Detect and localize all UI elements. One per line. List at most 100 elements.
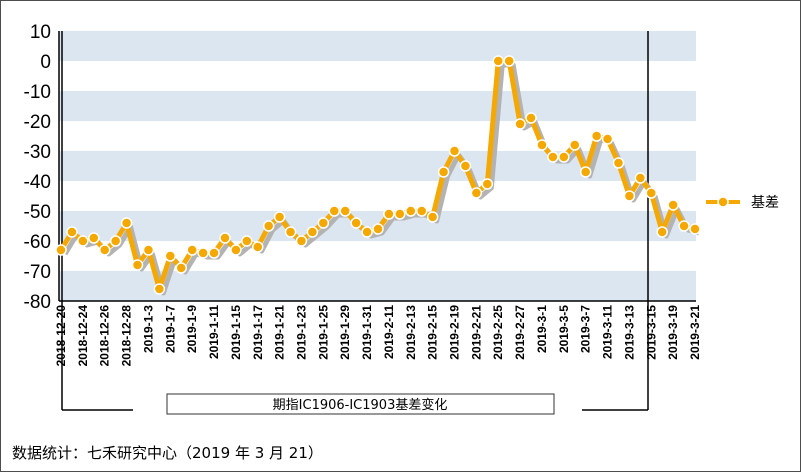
data-point [77, 235, 89, 247]
data-point [634, 172, 647, 184]
legend: 基差 [706, 194, 779, 211]
data-point [525, 112, 537, 124]
data-point [459, 160, 472, 172]
legend-marker [717, 196, 729, 208]
data-point [98, 244, 111, 256]
data-point [383, 208, 395, 220]
data-point [142, 244, 155, 256]
x-tick-label: 2019-3-13 [622, 305, 636, 360]
x-tick-label: 2018-12-28 [120, 305, 134, 367]
data-point [503, 55, 515, 67]
plot-band [59, 31, 696, 61]
x-tick-label: 2018-12-20 [54, 305, 68, 367]
data-point [437, 166, 450, 178]
data-point [230, 244, 242, 256]
x-axis-labels: 2018-12-20 2018-12-24 2018-12-26 2018-12-28… [54, 305, 702, 367]
data-point [208, 247, 220, 259]
legend-label: 基差 [751, 194, 779, 211]
source-note: 数据统计：七禾研究中心（2019 年 3 月 21） [12, 444, 323, 462]
data-point [569, 139, 581, 151]
axes [58, 31, 696, 411]
x-tick-label: 2019-1-3 [141, 305, 155, 353]
data-point [317, 217, 330, 229]
x-tick-label: 2019-2-15 [426, 305, 440, 360]
data-point [394, 208, 406, 220]
x-tick-label: 2019-1-31 [360, 305, 374, 360]
data-point [536, 139, 548, 151]
y-tick-label: -50 [24, 202, 51, 223]
data-point [689, 223, 701, 235]
data-point [514, 118, 526, 130]
x-tick-label: 2019-1-25 [316, 305, 330, 360]
x-tick-label: 2019-1-15 [229, 305, 243, 360]
data-point [186, 244, 198, 256]
y-tick-label: -70 [24, 262, 51, 283]
caption-box: 期指IC1906-IC1903基差变化 [166, 393, 555, 415]
data-point [219, 232, 231, 244]
x-tick-label: 2019-1-21 [273, 305, 287, 360]
data-point [405, 205, 417, 217]
x-tick-label: 2019-1-9 [185, 305, 199, 353]
x-tick-label: 2018-12-24 [76, 305, 90, 367]
x-tick-label: 2019-2-13 [404, 305, 418, 360]
y-tick-label: -10 [24, 82, 51, 103]
x-tick-label: 2019-3-5 [557, 305, 571, 353]
data-point [656, 226, 668, 238]
data-point [361, 226, 373, 238]
series-line [55, 55, 701, 295]
data-point [197, 247, 209, 259]
data-point [623, 190, 636, 202]
data-point [579, 166, 592, 178]
data-point [273, 211, 286, 223]
data-point [645, 187, 658, 199]
x-tick-label: 2019-3-11 [601, 305, 615, 359]
x-tick-label: 2019-2-21 [469, 305, 483, 360]
data-point [306, 226, 319, 238]
x-tick-label: 2019-1-7 [163, 305, 177, 353]
data-point [284, 226, 297, 238]
y-axis-labels: 10 0 -10 -20 -30 -40 -50 -60 -70 -80 [24, 22, 51, 313]
x-tick-label: 2019-1-23 [294, 305, 308, 360]
data-point [372, 223, 384, 235]
data-point [109, 235, 122, 247]
data-point [667, 199, 679, 211]
data-point [153, 283, 166, 295]
data-point [558, 151, 570, 163]
data-point [612, 157, 625, 169]
x-tick-label: 2019-1-11 [207, 305, 221, 359]
plot-band [59, 91, 696, 121]
x-tick-label: 2019-3-15 [644, 305, 658, 360]
data-point [252, 241, 264, 253]
x-tick-label: 2019-2-19 [448, 305, 462, 360]
data-point [415, 205, 428, 217]
y-tick-label: -20 [24, 112, 51, 133]
data-point [262, 220, 275, 232]
data-point [120, 217, 133, 229]
data-point [481, 178, 494, 190]
x-tick-label: 2019-2-11 [382, 305, 396, 359]
data-point [426, 211, 439, 223]
x-tick-label: 2019-1-17 [251, 305, 265, 360]
y-tick-label: -60 [24, 232, 51, 253]
y-tick-label: -30 [24, 142, 51, 163]
data-point [678, 220, 690, 232]
x-tick-label: 2019-2-27 [513, 305, 527, 360]
plot-band [59, 151, 696, 181]
y-tick-label: 10 [30, 22, 51, 43]
data-point [295, 235, 308, 247]
data-point [350, 217, 362, 229]
caption: 期指IC1906-IC1903基差变化 [273, 397, 448, 413]
y-tick-label: -40 [24, 172, 51, 193]
x-tick-label: 2019-3-21 [688, 305, 702, 360]
data-point [470, 187, 483, 199]
data-point [175, 262, 187, 274]
x-tick-label: 2019-1-29 [338, 305, 352, 360]
y-tick-label: 0 [40, 52, 51, 73]
data-point [164, 250, 177, 262]
data-point [339, 205, 351, 217]
data-point [88, 232, 100, 244]
data-point [55, 244, 67, 256]
x-tick-label: 2019-2-25 [491, 305, 505, 360]
data-point [492, 55, 504, 67]
data-point [66, 226, 78, 238]
